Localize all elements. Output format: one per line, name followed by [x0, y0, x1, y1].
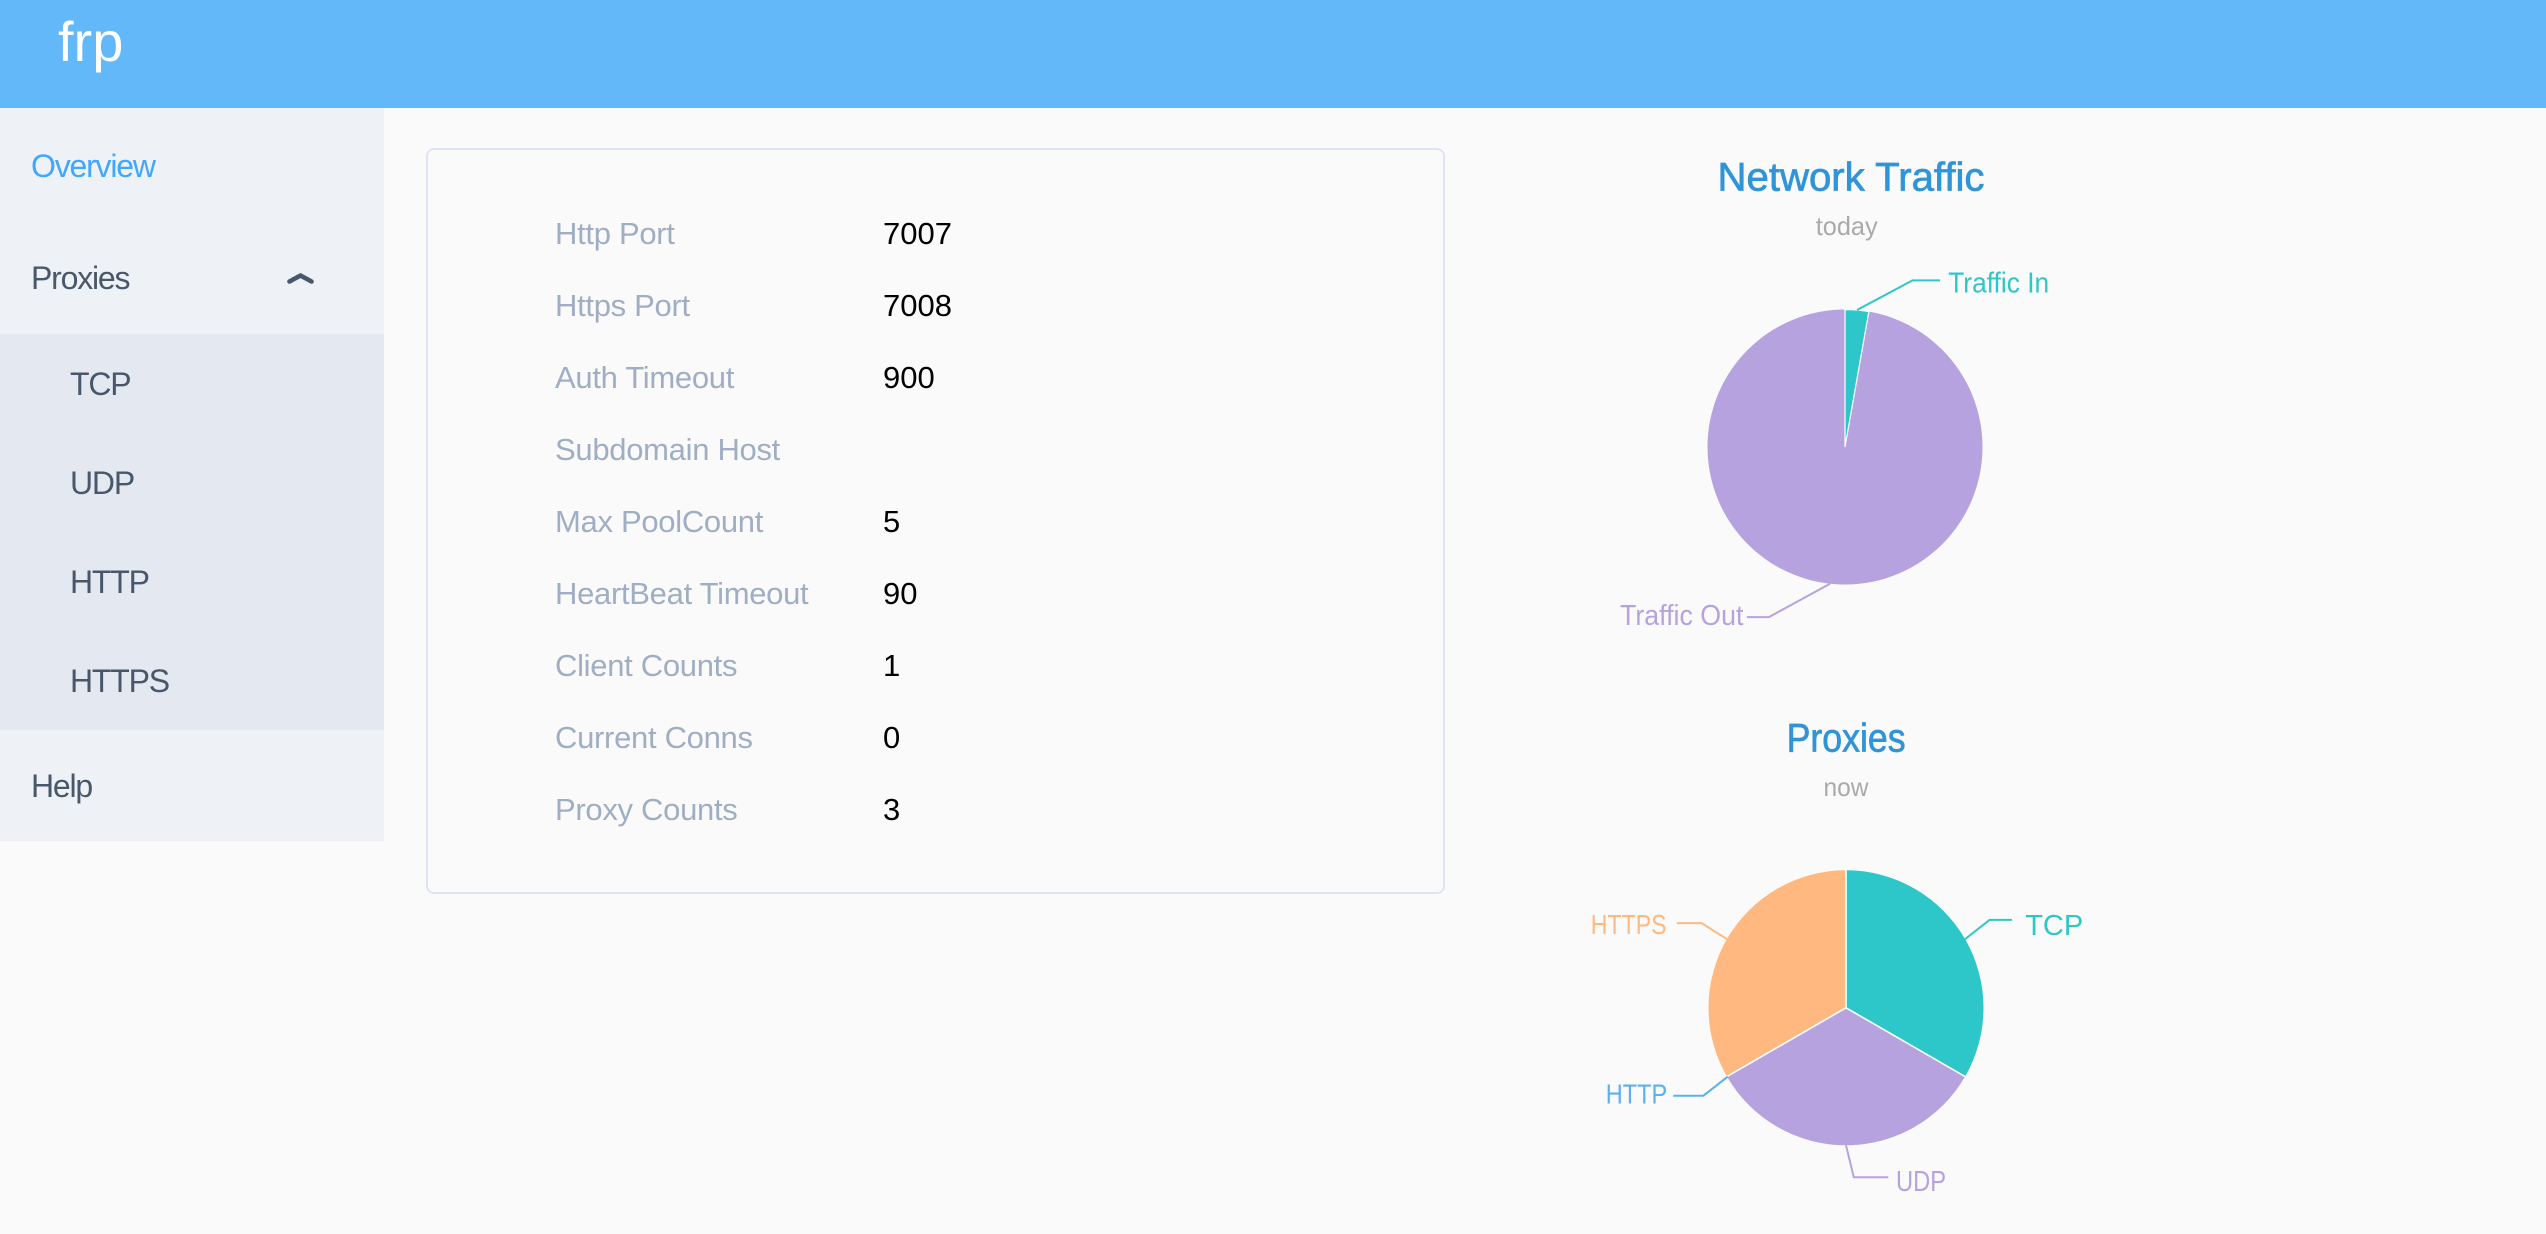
svg-text:Network Traffic: Network Traffic	[1718, 156, 1985, 200]
svg-text:Traffic Out: Traffic Out	[1620, 600, 1743, 632]
svg-text:TCP: TCP	[2025, 910, 2083, 942]
svg-text:today: today	[1816, 211, 1878, 241]
svg-text:Traffic In: Traffic In	[1948, 268, 2049, 300]
svg-text:HTTP: HTTP	[1606, 1079, 1667, 1110]
svg-text:UDP: UDP	[1896, 1166, 1946, 1198]
svg-text:now: now	[1824, 772, 1869, 802]
svg-text:HTTPS: HTTPS	[1591, 909, 1667, 940]
svg-text:Proxies: Proxies	[1787, 717, 1906, 761]
